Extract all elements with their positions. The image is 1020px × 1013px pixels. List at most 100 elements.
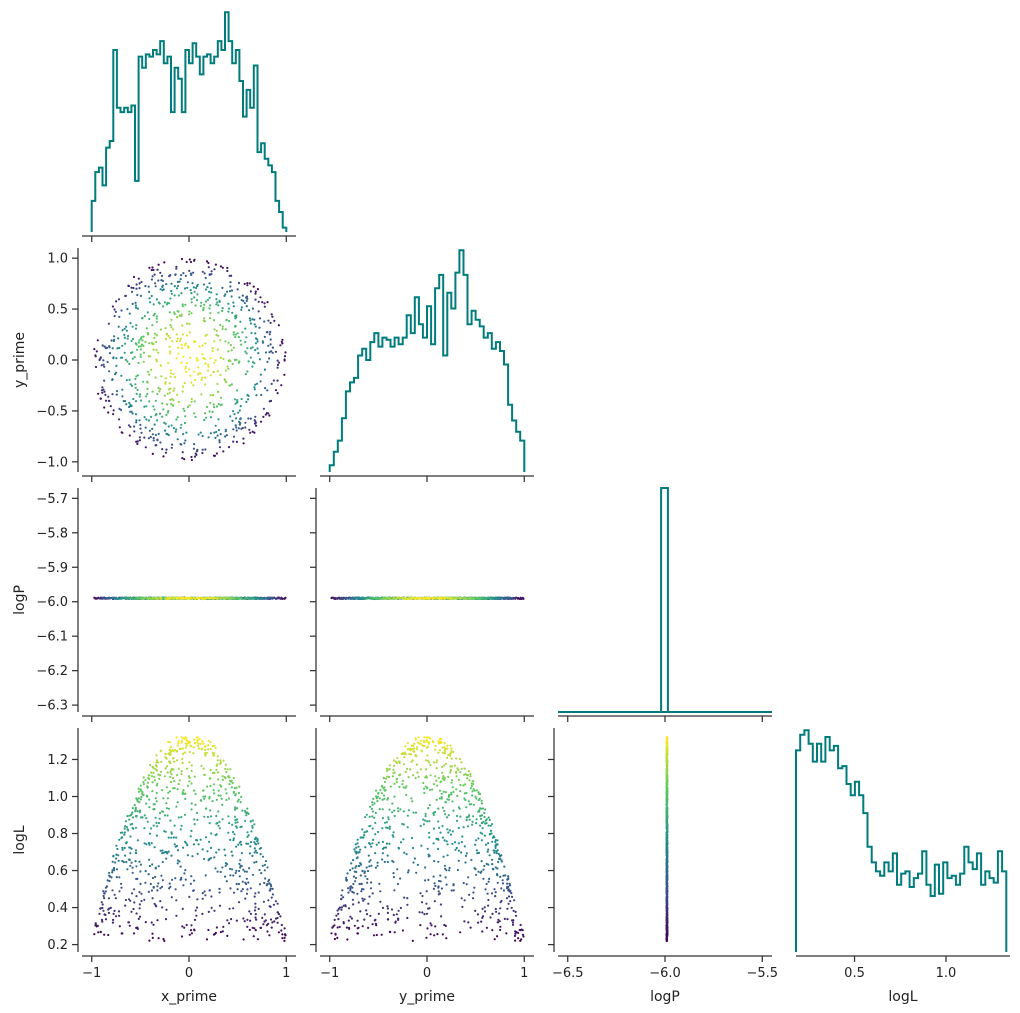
scatter-point	[440, 915, 443, 918]
scatter-point	[153, 336, 156, 339]
scatter-point	[382, 776, 385, 779]
scatter-point	[246, 807, 249, 810]
scatter-point	[239, 418, 242, 421]
scatter-point	[235, 786, 238, 789]
scatter-point	[247, 881, 250, 884]
scatter-point	[459, 815, 462, 818]
scatter-point	[500, 859, 503, 862]
scatter-point	[365, 813, 368, 816]
scatter-point	[405, 793, 408, 797]
scatter-point	[513, 899, 516, 902]
scatter-point	[393, 889, 396, 892]
scatter-point	[161, 810, 164, 813]
scatter-point	[188, 368, 191, 371]
scatter-point	[202, 795, 205, 798]
scatter-point	[119, 882, 123, 885]
scatter-point	[465, 883, 468, 886]
scatter-point	[102, 388, 105, 391]
scatter-point	[484, 888, 487, 891]
scatter-point	[237, 882, 240, 886]
scatter-point	[443, 864, 446, 867]
scatter-point	[103, 913, 106, 916]
scatter-point	[93, 348, 96, 351]
scatter-point	[211, 745, 214, 748]
scatter-point	[94, 355, 97, 358]
scatter-point	[164, 918, 168, 921]
scatter-point	[483, 834, 486, 837]
scatter-point	[182, 737, 185, 740]
scatter-point	[220, 797, 223, 800]
scatter-point	[195, 839, 198, 842]
scatter-point	[351, 886, 354, 889]
scatter-point	[447, 775, 450, 779]
scatter-point	[245, 336, 248, 339]
scatter-point	[403, 751, 406, 754]
scatter-point	[186, 405, 189, 409]
scatter-point	[240, 308, 243, 311]
scatter-point	[365, 866, 368, 869]
scatter-point	[139, 353, 142, 356]
scatter-point	[148, 290, 151, 293]
scatter-point	[139, 294, 142, 297]
scatter-point	[161, 285, 164, 289]
scatter-point	[131, 826, 134, 830]
scatter-point	[460, 841, 463, 844]
scatter-point	[496, 839, 499, 842]
scatter-point	[133, 356, 136, 359]
scatter-point	[264, 387, 267, 390]
scatter-point	[154, 285, 157, 288]
scatter-point	[199, 838, 202, 841]
scatter-point	[227, 922, 231, 925]
scatter-point	[241, 331, 244, 334]
scatter-point	[175, 340, 179, 343]
scatter-point	[386, 775, 389, 778]
scatter-point	[201, 270, 204, 273]
scatter-point	[170, 289, 173, 293]
scatter-point	[173, 749, 177, 752]
scatter-point	[207, 365, 210, 368]
scatter-point	[480, 870, 483, 873]
scatter-point	[140, 899, 143, 903]
scatter-point	[101, 903, 104, 906]
scatter-point	[204, 745, 207, 748]
scatter-point	[226, 365, 229, 368]
scatter-point	[375, 933, 378, 937]
scatter-point	[173, 387, 176, 390]
scatter-point	[511, 923, 515, 926]
scatter-point	[438, 826, 441, 830]
scatter-point	[256, 347, 259, 350]
scatter-point	[156, 889, 159, 892]
scatter-point	[229, 874, 232, 877]
scatter-point	[204, 288, 208, 291]
scatter-point	[258, 326, 261, 329]
scatter-point	[402, 838, 405, 841]
scatter-point	[253, 388, 256, 391]
scatter-point	[134, 301, 137, 304]
scatter-point	[254, 332, 257, 335]
scatter-point	[152, 885, 155, 889]
scatter-point	[157, 351, 160, 354]
scatter-point	[237, 427, 240, 430]
scatter-point	[444, 876, 447, 879]
scatter-point	[216, 763, 219, 766]
scatter-point	[358, 882, 361, 886]
scatter-point	[197, 742, 200, 745]
scatter-point	[153, 332, 156, 335]
scatter-point	[147, 776, 150, 780]
scatter-point	[263, 320, 266, 323]
scatter-point	[115, 371, 118, 374]
scatter-point	[262, 415, 265, 418]
scatter-point	[207, 748, 210, 751]
scatter-point	[213, 744, 216, 748]
scatter-point	[144, 596, 147, 599]
scatter-point	[187, 597, 190, 600]
scatter-point	[464, 773, 467, 776]
scatter-point	[264, 877, 267, 880]
scatter-point	[507, 888, 510, 891]
scatter-point	[180, 443, 183, 446]
scatter-point	[277, 324, 280, 327]
scatter-point	[118, 925, 121, 928]
scatter-point	[161, 289, 164, 292]
scatter-logL-vs-y_prime	[330, 736, 525, 943]
